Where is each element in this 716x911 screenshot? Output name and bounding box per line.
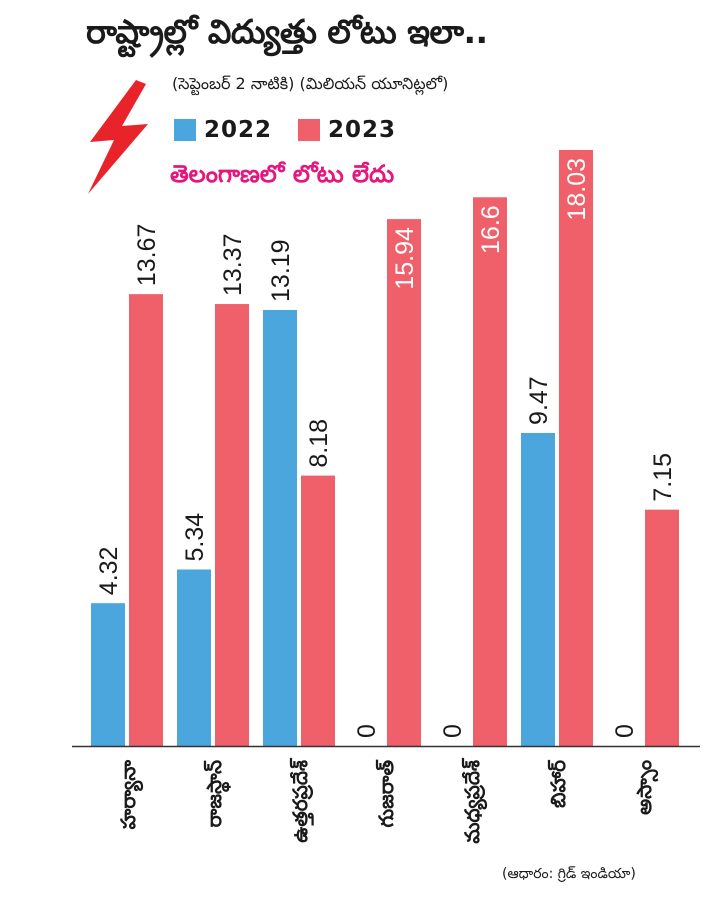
data-label-2022-4: 0: [439, 724, 467, 738]
bar-2022-0: [91, 603, 125, 746]
category-label-5: బిహార్: [546, 759, 570, 808]
data-label-2022-3: 0: [353, 724, 381, 738]
data-label-2022-1: 5.34: [181, 513, 209, 562]
category-label-4: మధ్యప్రదేశ్: [460, 757, 488, 844]
data-label-2022-6: 0: [611, 724, 639, 738]
legend-swatch-2022: [174, 119, 196, 141]
data-label-2023-6: 7.15: [649, 453, 677, 502]
chart-subtitle: (సెప్టెంబర్ 2 నాటికి) (మిలియన్ యూనిట్లలో…: [172, 74, 449, 93]
telangana-note: తెలంగాణలో లోటు లేదు: [170, 160, 395, 188]
bar-2023-5: [559, 150, 593, 746]
category-label-3: గుజరాత్: [374, 760, 398, 828]
data-label-2023-0: 13.67: [133, 224, 161, 287]
legend-label-2023: 2023: [328, 117, 397, 143]
data-label-2022-5: 9.47: [525, 376, 553, 425]
bar-2023-2: [301, 475, 335, 746]
legend-item-2022: 2022: [174, 117, 272, 143]
bar-2022-2: [263, 309, 297, 746]
bar-2023-4: [473, 197, 507, 746]
data-label-2023-4: 16.6: [477, 205, 505, 254]
data-label-2023-3: 15.94: [391, 227, 419, 290]
data-label-2023-2: 8.18: [305, 419, 333, 468]
source-credit: (ఆధారం: గ్రిడ్ ఇండియా): [502, 866, 636, 882]
legend-swatch-2023: [298, 119, 320, 141]
bar-2023-1: [215, 304, 249, 746]
category-label-2: ఉత్తరప్రదేశ్: [288, 757, 314, 843]
bar-2023-0: [129, 294, 163, 746]
data-label-2023-5: 18.03: [563, 158, 591, 221]
category-label-6: అస్సాం: [632, 760, 659, 815]
bar-2023-3: [387, 219, 421, 746]
lightning-bolt-icon: [88, 80, 148, 194]
category-label-0: హర్యానా: [116, 760, 144, 830]
data-label-2023-1: 13.37: [219, 233, 247, 296]
bar-2022-5: [521, 432, 555, 746]
category-label-1: రాజస్థాన్: [202, 760, 231, 827]
data-label-2022-0: 4.32: [95, 547, 123, 596]
bar-2022-1: [177, 569, 211, 746]
data-label-2022-2: 13.19: [267, 239, 295, 302]
legend-label-2022: 2022: [204, 117, 273, 143]
bar-2023-6: [645, 509, 679, 746]
chart-title: రాష్ట్రాల్లో విద్యుత్తు లోటు ఇలా..: [86, 12, 488, 51]
legend-item-2023: 2023: [298, 117, 396, 143]
